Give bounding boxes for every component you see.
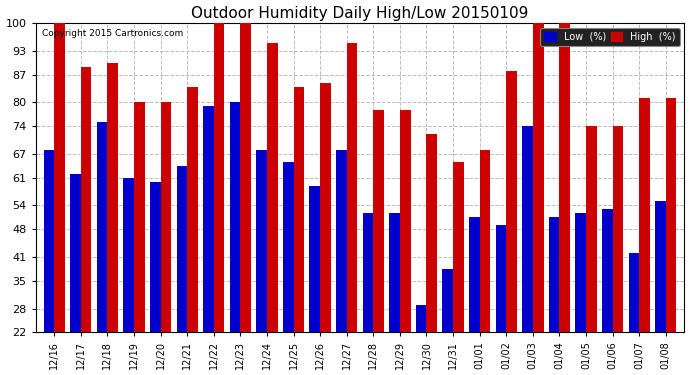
Bar (480, 150, 491, 332)
Bar (656, 201, 666, 332)
Bar (389, 213, 400, 332)
Legend: Low  (%), High  (%): Low (%), High (%) (540, 28, 680, 46)
Bar (256, 150, 267, 332)
Bar (108, 63, 118, 332)
Bar (613, 126, 623, 332)
Bar (495, 225, 506, 332)
Bar (187, 87, 198, 332)
Bar (469, 217, 480, 332)
Bar (442, 269, 453, 332)
Bar (560, 23, 570, 332)
Bar (310, 186, 320, 332)
Title: Outdoor Humidity Daily High/Low 20150109: Outdoor Humidity Daily High/Low 20150109 (191, 6, 529, 21)
Bar (43, 150, 55, 332)
Bar (214, 23, 224, 332)
Bar (124, 178, 134, 332)
Bar (161, 102, 171, 332)
Bar (416, 304, 426, 332)
Bar (586, 126, 597, 332)
Bar (320, 82, 331, 332)
Bar (363, 213, 373, 332)
Bar (267, 43, 277, 332)
Bar (453, 162, 464, 332)
Bar (240, 23, 251, 332)
Bar (283, 162, 293, 332)
Bar (506, 70, 517, 332)
Bar (70, 174, 81, 332)
Bar (666, 98, 676, 332)
Bar (346, 43, 357, 332)
Bar (639, 98, 650, 332)
Bar (373, 110, 384, 332)
Bar (293, 87, 304, 332)
Bar (549, 217, 560, 332)
Bar (55, 23, 65, 332)
Text: Copyright 2015 Cartronics.com: Copyright 2015 Cartronics.com (42, 29, 184, 38)
Bar (629, 253, 639, 332)
Bar (522, 126, 533, 332)
Bar (602, 209, 613, 332)
Bar (426, 134, 437, 332)
Bar (177, 166, 187, 332)
Bar (230, 102, 240, 332)
Bar (533, 23, 544, 332)
Bar (134, 102, 145, 332)
Bar (97, 122, 108, 332)
Bar (400, 110, 411, 332)
Bar (336, 150, 346, 332)
Bar (575, 213, 586, 332)
Bar (81, 67, 92, 332)
Bar (150, 182, 161, 332)
Bar (203, 106, 214, 332)
